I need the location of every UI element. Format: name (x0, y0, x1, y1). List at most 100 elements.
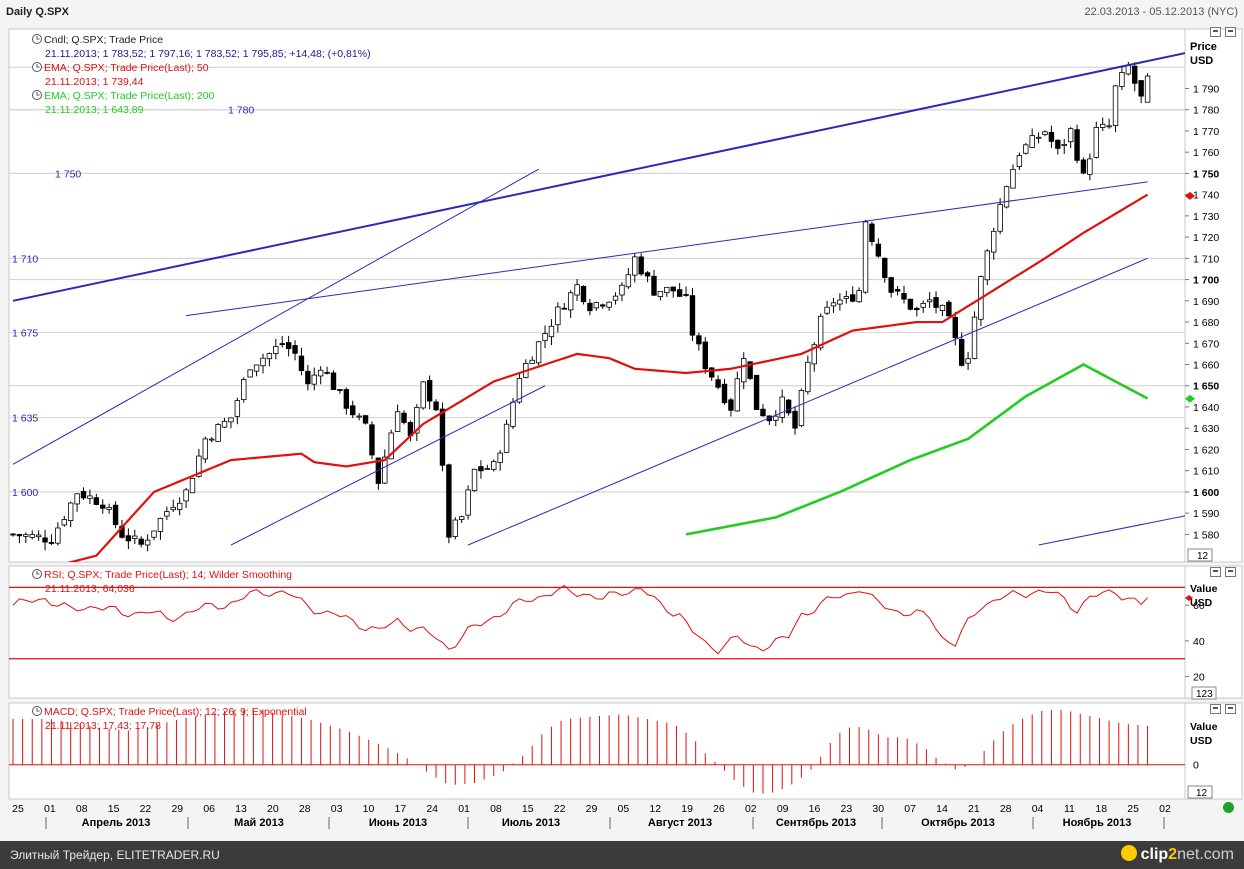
x-day-label: 04 (1032, 803, 1044, 815)
x-day-label: 18 (1095, 803, 1107, 815)
x-day-label: 09 (777, 803, 789, 815)
candle-body (48, 542, 55, 544)
candle-body (247, 369, 253, 378)
candle-body (1061, 144, 1067, 147)
rsi-panel-close-button[interactable] (1225, 567, 1236, 577)
candle-body (42, 537, 48, 543)
candle-body (426, 380, 433, 402)
candle-body (61, 519, 67, 526)
candle-body (741, 358, 747, 383)
x-day-label: 11 (1064, 803, 1075, 815)
candle-body (1080, 159, 1087, 174)
price-tick-label: 1 660 (1193, 360, 1219, 372)
trendline (12, 52, 1185, 302)
candle-body (542, 333, 548, 342)
macd-tick-label: 0 (1193, 760, 1199, 772)
x-day-label: 29 (171, 803, 183, 815)
legend-text: RSI; Q.SPX; Trade Price(Last); 14; Wilde… (44, 569, 292, 581)
scale-badge (1187, 548, 1213, 562)
x-day-label: 25 (12, 803, 24, 815)
candle-body (664, 286, 670, 294)
axis-unit: USD (1190, 55, 1213, 67)
clock-icon (32, 90, 42, 100)
level-label: 1 750 (55, 168, 81, 180)
candle-body (93, 497, 100, 505)
candle-body (183, 489, 189, 502)
candle-body (843, 296, 849, 299)
candle-body (535, 341, 542, 364)
axis-unit: USD (1190, 597, 1213, 609)
candle-body (760, 408, 766, 417)
x-month-label: Июль 2013 (502, 817, 560, 829)
macd-panel-close-button[interactable] (1225, 704, 1236, 714)
candle-body (702, 341, 708, 370)
candle-body (914, 307, 920, 311)
candle-body (510, 401, 516, 427)
candle-body (330, 372, 337, 390)
trendline (467, 257, 1148, 546)
candle-body (676, 289, 683, 297)
clock-icon (32, 569, 42, 579)
rsi-marker (1185, 595, 1193, 602)
candle-body (106, 506, 112, 510)
x-day-label: 29 (586, 803, 598, 815)
candle-body (907, 298, 914, 310)
price-panel-minimize-button[interactable] (1210, 27, 1221, 37)
legend-text: EMA; Q.SPX; Trade Price(Last); 50 (44, 62, 209, 74)
candle-body (696, 335, 702, 345)
x-month-label: Ноябрь 2013 (1063, 817, 1132, 829)
x-day-label: 14 (936, 803, 948, 815)
candle-body (593, 302, 600, 309)
candle-body (952, 316, 958, 338)
x-day-label: 06 (203, 803, 215, 815)
candle-body (1125, 65, 1132, 75)
connection-status-icon (1223, 802, 1234, 813)
date-range: 22.03.2013 - 05.12.2013 (NYC) (1084, 6, 1239, 18)
price-tick-label: 1 680 (1193, 317, 1219, 329)
price-panel-close-button[interactable] (1225, 27, 1236, 37)
legend-text: 21.11.2013; 1 643,89 (45, 104, 144, 116)
trendline (186, 181, 1148, 317)
x-day-label: 22 (554, 803, 566, 815)
candle-body (882, 257, 888, 279)
candle-body (285, 342, 292, 350)
candle-body (670, 286, 676, 292)
clock-icon (32, 62, 42, 72)
candle-body (337, 389, 343, 391)
axis-title: Value (1190, 721, 1218, 733)
price-tick-label: 1 630 (1193, 423, 1219, 435)
candle-body (606, 301, 612, 308)
candle-body (266, 353, 273, 360)
price-tick-label: 1 730 (1193, 211, 1219, 223)
candle-body (529, 359, 535, 364)
x-month-label: Сентябрь 2013 (776, 817, 856, 829)
candle-body (311, 374, 317, 385)
candle-body (29, 534, 35, 538)
candle-body (817, 315, 824, 349)
candle-body (708, 367, 715, 378)
x-day-label: 25 (1127, 803, 1139, 815)
chart-area[interactable]: 1 780 1 750 1 710 1 675 1 635 1 600 Price USD 1 … (0, 24, 1244, 841)
candle-body (420, 381, 426, 409)
candle-body (926, 299, 933, 303)
candle-body (433, 401, 439, 411)
level-label: 1 635 (12, 413, 38, 425)
price-tick-label: 1 650 (1193, 381, 1219, 393)
candle-body (144, 539, 151, 546)
candle-body (234, 400, 241, 417)
price-tick-label: 1 620 (1193, 444, 1219, 456)
level-label: 1 675 (12, 328, 38, 340)
candle-body (356, 415, 362, 418)
rsi-panel-minimize-button[interactable] (1210, 567, 1221, 577)
price-tick-label: 1 790 (1193, 83, 1219, 95)
macd-panel-minimize-button[interactable] (1210, 704, 1221, 714)
price-tick-label: 1 770 (1193, 126, 1219, 138)
candle-body (600, 304, 606, 307)
candle-body (946, 301, 952, 317)
x-day-label: 13 (235, 803, 247, 815)
candle-body (773, 415, 779, 421)
candle-body (689, 295, 696, 336)
scale-badge-label: 12 (1196, 788, 1208, 799)
scale-badge-label: 123 (1196, 689, 1213, 700)
candle-body (728, 399, 734, 411)
